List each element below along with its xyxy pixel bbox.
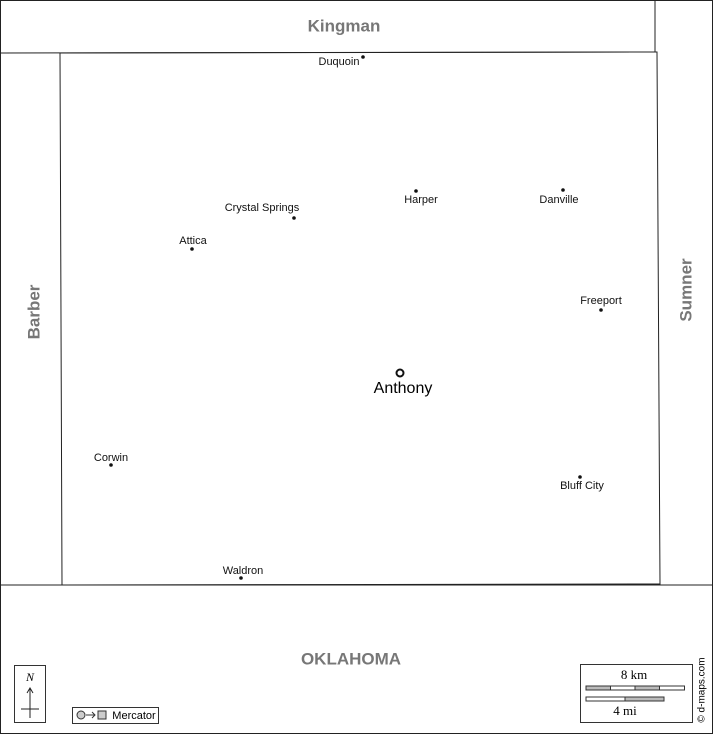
region-label: OKLAHOMA (301, 649, 401, 668)
town-dot (292, 216, 296, 220)
town-label: Corwin (94, 452, 128, 464)
town-label: Crystal Springs (225, 202, 300, 214)
scale-bar (585, 685, 611, 691)
town-dot (561, 188, 565, 192)
scale-bar (659, 685, 685, 691)
scale-bar (634, 685, 660, 691)
town-label: Freeport (580, 295, 622, 307)
scale-box (580, 664, 693, 723)
town-dot (190, 247, 194, 251)
county-seat-label: Anthony (374, 380, 433, 397)
town-label: Waldron (223, 565, 264, 577)
scale-label: 4 mi (613, 703, 637, 718)
county-seat-marker (395, 368, 405, 378)
scale-bar (610, 685, 636, 691)
scale-bar (585, 696, 626, 702)
credit: © d-maps.com (697, 657, 708, 722)
town-label: Danville (539, 194, 578, 206)
town-dot (578, 475, 582, 479)
projection-icon (76, 710, 86, 720)
region-label: Sumner (676, 258, 695, 322)
town-label: Duquoin (319, 56, 360, 68)
town-dot (414, 189, 418, 193)
scale-label: 8 km (621, 667, 647, 682)
town-dot (239, 576, 243, 580)
projection-box (72, 707, 159, 724)
region-label: Kingman (308, 16, 381, 35)
scale-bar (624, 696, 665, 702)
projection-icon (86, 711, 96, 719)
town-dot (109, 463, 113, 467)
projection-label: Mercator (112, 710, 156, 722)
compass-arrow (26, 687, 34, 694)
region-label: Barber (24, 284, 43, 339)
projection-icon (97, 710, 107, 720)
town-label: Attica (179, 235, 207, 247)
town-dot (361, 55, 365, 59)
compass-label: N (25, 670, 35, 684)
county-outline (59, 51, 661, 586)
town-dot (599, 308, 603, 312)
town-label: Bluff City (560, 480, 604, 492)
town-label: Harper (404, 194, 438, 206)
